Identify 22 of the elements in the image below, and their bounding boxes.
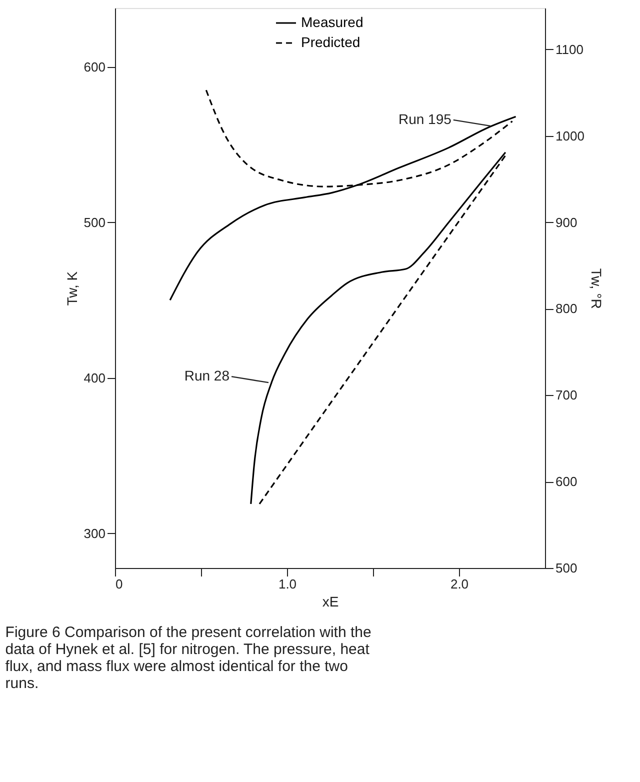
y2-tick-label: 700 (556, 388, 578, 403)
legend-label: Measured (301, 14, 364, 30)
y-axis-title: Tw, K (64, 270, 80, 306)
y2-tick-label: 800 (556, 301, 578, 316)
y2-tick-label: 1000 (556, 128, 584, 144)
y2-tick-label: 1100 (556, 42, 584, 57)
x-tick-label: 2.0 (450, 576, 469, 592)
x-tick-label: 1.0 (278, 576, 297, 592)
x-tick-label: 0 (116, 576, 123, 592)
y2-tick-label: 500 (556, 560, 578, 576)
caption: Figure 6 Comparison of the present correlation with the data of Hynek et al. [5] for nitrogen. The pressure, heat flux, and mass flux were almost identical for the two runs. (5, 624, 372, 692)
y-tick-label: 400 (84, 370, 106, 386)
y2-tick-label: 900 (556, 214, 578, 230)
y-tick-label: 500 (84, 214, 106, 230)
legend-label: Predicted (301, 34, 360, 50)
y2-axis-title: Tw, °R (588, 268, 604, 309)
y-tick-label: 600 (84, 59, 106, 74)
x-axis-title: xE (322, 594, 339, 610)
y2-tick-label: 600 (556, 474, 578, 490)
annotation: Run 195 (398, 110, 452, 127)
y-tick-label: 300 (84, 526, 106, 541)
annotation: Run 28 (184, 368, 230, 384)
